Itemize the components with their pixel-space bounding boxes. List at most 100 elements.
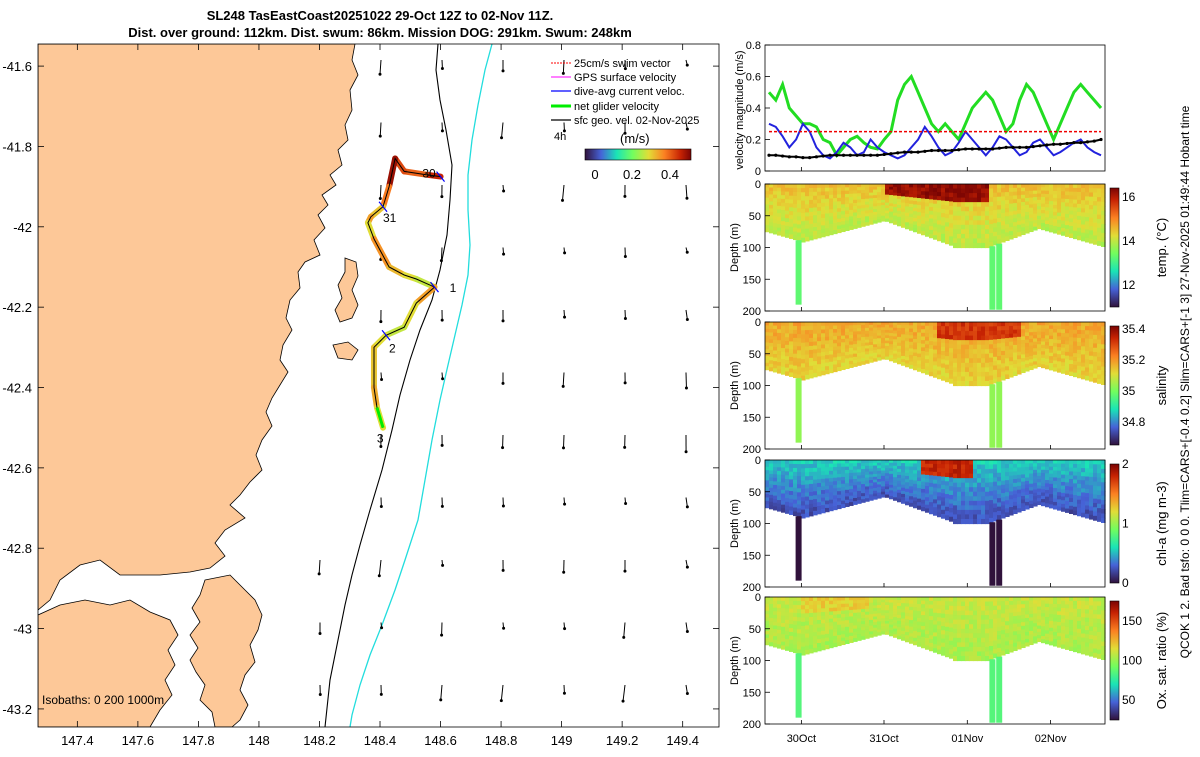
section-cell [1073,334,1078,338]
section-cell [785,214,790,218]
section-cell [805,371,810,376]
section-cell [809,370,814,375]
section-cell [949,331,954,336]
section-cell [989,349,994,354]
section-cell [985,615,990,620]
section-cell [981,483,986,488]
section-cell [769,625,774,629]
section-cell [825,348,830,352]
section-cell [765,617,770,621]
section-cell [1089,477,1094,482]
section-cell [805,460,810,465]
section-cell [945,339,950,344]
section-cell [921,482,926,486]
section-cell [941,339,946,344]
section-cell [805,188,810,193]
section-cell [921,493,926,497]
section-cell [1025,357,1030,361]
section-cell [945,352,950,357]
section-cell [993,357,998,362]
section-cell [969,211,974,216]
section-cell [981,602,986,607]
section-cell [981,327,986,332]
section-cell [933,640,938,645]
section-cell [1025,488,1030,492]
section-cell [1049,342,1054,346]
section-cell [913,225,918,229]
section-cell [809,350,814,355]
section-cell [1005,200,1010,205]
section-cell [913,215,918,219]
section-cell [1013,364,1018,368]
section-cell [1097,379,1102,384]
section-cell [1093,348,1098,353]
geo-arrow-head [441,444,444,447]
section-cell [1057,223,1062,227]
section-cell [777,202,782,206]
section-cell [1053,343,1058,347]
section-cell [837,614,842,618]
section-cell [817,219,822,223]
section-cell [1013,483,1018,487]
section-cell [941,192,946,197]
section-cell [1009,330,1014,335]
speed-colorbar-tick-0: 0 [591,167,598,182]
section-cell [781,475,786,479]
section-cell [809,472,814,477]
section-ytick-label: 100 [743,381,761,393]
section-cell [833,191,838,195]
section-cell [957,345,962,350]
section-cell [785,502,790,506]
section-cell [785,479,790,483]
section-cell [981,647,986,652]
section-cell [837,208,842,212]
section-cell [797,625,802,630]
section-cell [769,208,774,212]
section-cell [777,362,782,366]
section-cell [961,474,966,479]
section-cell [957,322,962,327]
section-cell [797,334,802,339]
section-cell [857,362,862,366]
section-cell [965,354,970,359]
section-cell [1013,192,1018,196]
section-cell [1069,368,1074,372]
section-cell [789,341,794,345]
section-cell [1057,467,1062,471]
section-cell [837,219,842,223]
section-cell [777,220,782,224]
section-cell [801,468,806,473]
section-cell [809,220,814,225]
salinity-section-colorbar [1110,326,1119,445]
section-cell [921,326,926,330]
section-cell [825,612,830,616]
geo-arrow-head [441,67,444,70]
section-cell [957,238,962,243]
section-cell [989,335,994,340]
section-cell [921,640,926,644]
section-cell [865,222,870,226]
section-cell [1057,368,1062,372]
section-cell [957,501,962,506]
section-cell [1009,480,1014,485]
section-cell [785,468,790,472]
section-cell [1005,601,1010,606]
geo-arrow-head [379,320,382,323]
section-cell [1065,356,1070,360]
section-cell [993,348,998,353]
geo-arrow-head [624,317,627,320]
section-cell [805,613,810,618]
section-cell [1089,485,1094,490]
section-cell [917,481,922,485]
section-cell [1085,481,1090,486]
section-cell [985,633,990,638]
section-cell [1093,335,1098,340]
section-cell [949,601,954,606]
section-cell [801,355,806,360]
section-cell [809,488,814,493]
section-cell [969,331,974,336]
section-cell [961,606,966,611]
section-cell [1085,201,1090,206]
section-cell [809,232,814,237]
section-cell [1025,212,1030,216]
